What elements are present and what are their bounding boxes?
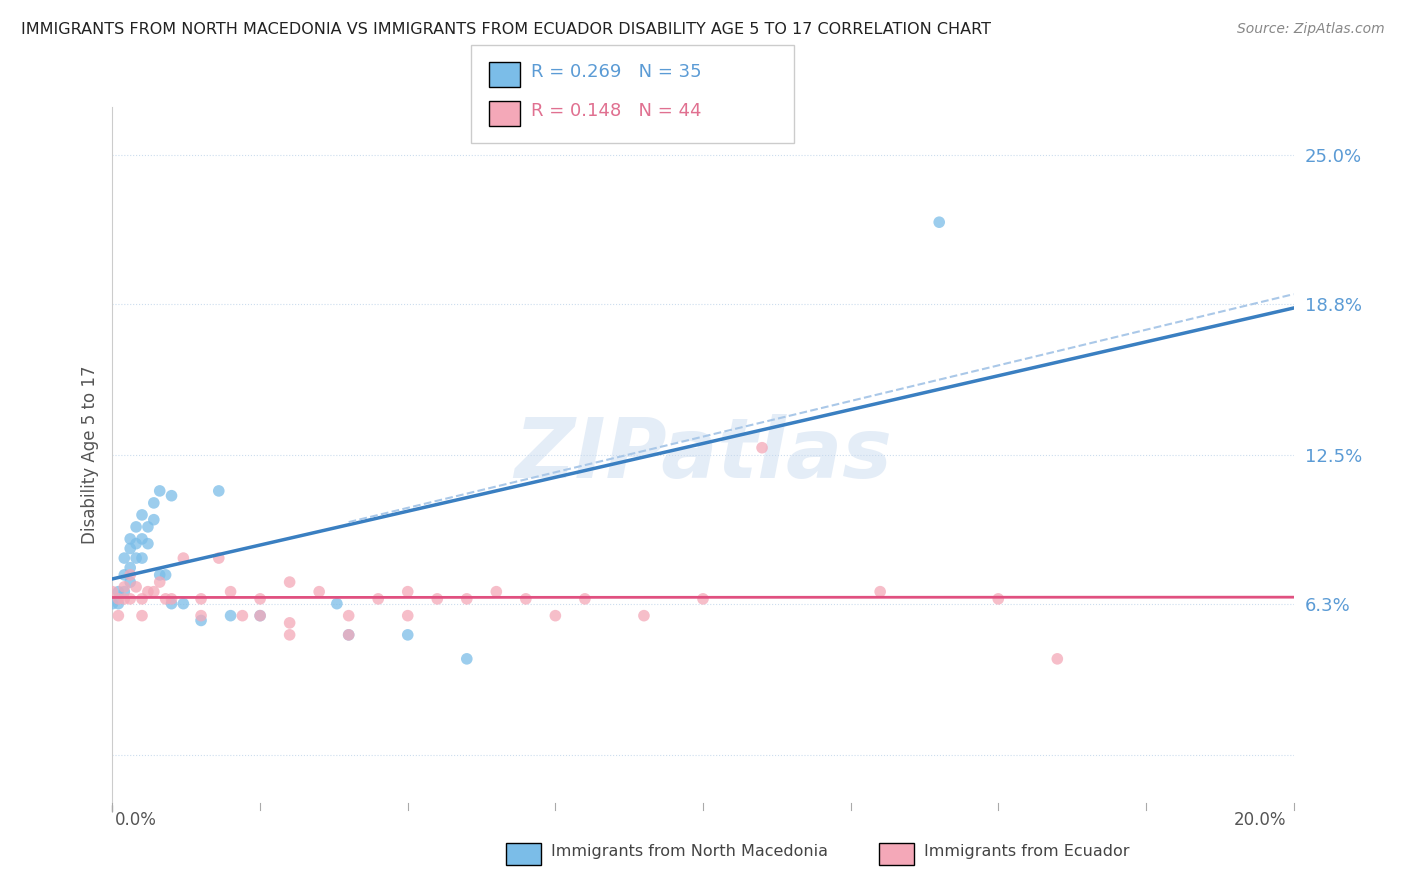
- Point: [107, 591, 129, 606]
- Point: [249, 608, 271, 623]
- Point: [692, 591, 714, 606]
- Point: [869, 584, 891, 599]
- Point: [125, 520, 148, 534]
- Point: [190, 608, 212, 623]
- Point: [219, 608, 242, 623]
- Point: [231, 608, 253, 623]
- Point: [278, 575, 301, 590]
- Text: Immigrants from Ecuador: Immigrants from Ecuador: [924, 845, 1129, 859]
- Point: [136, 520, 159, 534]
- Point: [120, 541, 142, 556]
- Point: [142, 513, 165, 527]
- Point: [172, 597, 194, 611]
- Y-axis label: Disability Age 5 to 17: Disability Age 5 to 17: [80, 366, 98, 544]
- Point: [120, 560, 142, 574]
- Text: 20.0%: 20.0%: [1234, 811, 1286, 829]
- Point: [396, 584, 419, 599]
- Point: [633, 608, 655, 623]
- Point: [337, 628, 360, 642]
- Point: [544, 608, 567, 623]
- Point: [101, 584, 124, 599]
- Point: [1046, 652, 1069, 666]
- Point: [136, 584, 159, 599]
- Text: R = 0.148   N = 44: R = 0.148 N = 44: [531, 103, 702, 120]
- Point: [337, 608, 360, 623]
- Point: [367, 591, 389, 606]
- Point: [172, 551, 194, 566]
- Point: [278, 615, 301, 630]
- Point: [190, 591, 212, 606]
- Point: [149, 483, 172, 498]
- Point: [149, 567, 172, 582]
- Point: [107, 608, 129, 623]
- Point: [131, 532, 153, 546]
- Point: [160, 489, 183, 503]
- Point: [278, 628, 301, 642]
- Point: [107, 597, 129, 611]
- Point: [751, 441, 773, 455]
- Point: [120, 575, 142, 590]
- Point: [125, 551, 148, 566]
- Point: [396, 608, 419, 623]
- Point: [142, 496, 165, 510]
- Text: Immigrants from North Macedonia: Immigrants from North Macedonia: [551, 845, 828, 859]
- Point: [142, 584, 165, 599]
- Point: [337, 628, 360, 642]
- Text: Source: ZipAtlas.com: Source: ZipAtlas.com: [1237, 22, 1385, 37]
- Point: [249, 591, 271, 606]
- Point: [574, 591, 596, 606]
- Point: [987, 591, 1010, 606]
- Point: [112, 584, 135, 599]
- Point: [120, 532, 142, 546]
- Point: [125, 537, 148, 551]
- Text: IMMIGRANTS FROM NORTH MACEDONIA VS IMMIGRANTS FROM ECUADOR DISABILITY AGE 5 TO 1: IMMIGRANTS FROM NORTH MACEDONIA VS IMMIG…: [21, 22, 991, 37]
- Point: [131, 591, 153, 606]
- Point: [456, 591, 478, 606]
- Point: [120, 591, 142, 606]
- Point: [155, 567, 177, 582]
- Text: R = 0.269   N = 35: R = 0.269 N = 35: [531, 63, 702, 81]
- Point: [928, 215, 950, 229]
- Point: [112, 567, 135, 582]
- Point: [125, 580, 148, 594]
- Point: [112, 591, 135, 606]
- Point: [308, 584, 330, 599]
- Point: [136, 537, 159, 551]
- Point: [149, 575, 172, 590]
- Point: [155, 591, 177, 606]
- Point: [131, 551, 153, 566]
- Point: [485, 584, 508, 599]
- Point: [120, 567, 142, 582]
- Point: [112, 580, 135, 594]
- Point: [456, 652, 478, 666]
- Point: [160, 591, 183, 606]
- Point: [112, 551, 135, 566]
- Text: ZIPatlas: ZIPatlas: [515, 415, 891, 495]
- Point: [326, 597, 349, 611]
- Point: [131, 508, 153, 522]
- Point: [515, 591, 537, 606]
- Point: [107, 584, 129, 599]
- Point: [190, 614, 212, 628]
- Point: [101, 597, 124, 611]
- Point: [160, 597, 183, 611]
- Point: [426, 591, 449, 606]
- Point: [208, 551, 231, 566]
- Point: [131, 608, 153, 623]
- Point: [219, 584, 242, 599]
- Point: [396, 628, 419, 642]
- Point: [249, 608, 271, 623]
- Point: [208, 483, 231, 498]
- Text: 0.0%: 0.0%: [115, 811, 157, 829]
